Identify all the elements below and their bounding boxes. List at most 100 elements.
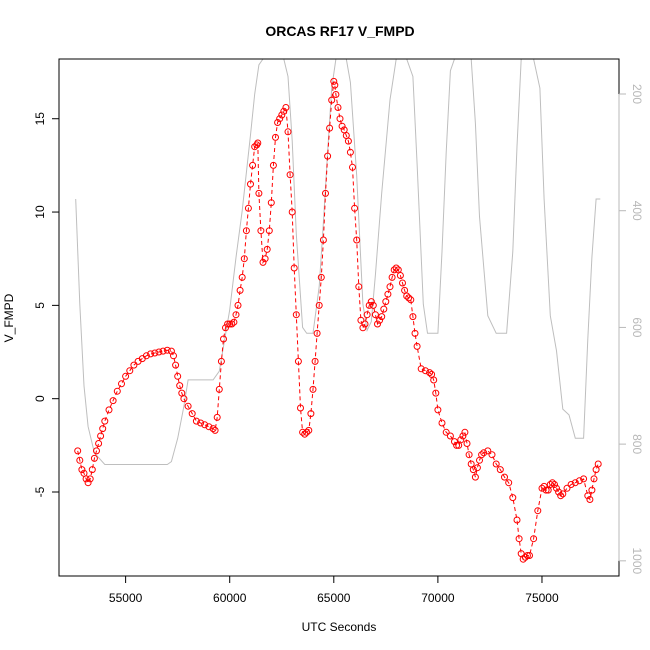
data-point [594,460,602,468]
data-point [159,347,167,355]
right-tick-label: 200 [630,84,644,104]
data-point [331,81,339,89]
data-point [234,301,242,309]
data-point [359,324,367,332]
data-point [540,482,548,490]
data-point [297,404,304,412]
data-point [575,477,583,485]
data-point [365,301,373,309]
y-tick-label: -5 [33,486,47,497]
data-point [230,318,238,326]
data-point [276,115,284,123]
data-point [294,357,302,365]
data-point [523,552,531,559]
data-point [328,96,336,104]
data-point [380,305,388,313]
data-point [338,122,346,130]
data-point [109,397,117,405]
data-point [438,419,446,427]
data-point [309,385,317,393]
data-point [269,161,277,169]
right-tick-label: 600 [630,317,644,337]
data-point [76,456,84,464]
data-point [197,419,205,427]
data-point [392,264,400,272]
data-point [442,428,450,436]
data-point [426,369,434,377]
data-point [513,516,521,524]
y-axis-label: V_FMPD [2,293,16,342]
data-point [396,272,404,279]
data-point [78,466,86,474]
y-axis: -5 0 5 10 15 [33,112,60,497]
data-point [519,555,527,563]
data-point [459,432,467,440]
data-point [238,273,246,281]
data-point [351,204,359,212]
data-point [228,320,236,328]
data-point [465,451,473,459]
data-point [542,486,550,494]
data-point [421,367,429,375]
data-point [176,382,184,390]
data-point [254,139,262,147]
data-point [288,208,296,216]
data-point [113,387,121,395]
data-point [278,111,286,119]
plot-frame [58,58,620,577]
data-point [282,104,290,111]
data-point [469,466,477,474]
data-point [521,553,529,561]
data-point [526,552,533,559]
data-point [378,313,386,321]
data-point [90,454,98,462]
data-point [99,425,107,433]
data-point [319,236,327,244]
data-point [247,180,254,188]
data-point [95,440,103,447]
data-point [242,227,250,235]
data-point [284,128,292,136]
data-point [390,266,398,274]
data-point [322,189,329,197]
right-tick-label: 1000 [630,547,644,574]
data-point [307,410,315,418]
data-point [265,227,273,235]
data-point [344,137,352,145]
data-point [130,361,138,369]
data-point [586,496,594,503]
x-tick-label: 75000 [525,591,559,605]
data-point [376,316,384,324]
primary-series [74,77,602,563]
data-point [101,417,109,425]
data-point [551,481,558,488]
data-point [255,189,263,197]
data-point [274,119,282,126]
data-point [553,484,560,492]
x-axis-label: UTC Seconds [302,620,377,634]
data-point [478,451,486,459]
data-point [290,264,298,272]
data-point [151,349,159,357]
data-point [299,428,307,436]
data-point [209,425,217,433]
data-point [301,430,309,438]
data-point [213,413,221,421]
data-point [384,290,392,298]
data-point [353,236,361,244]
data-point [224,320,232,328]
data-point [361,320,369,328]
data-point [305,426,313,434]
data-point [371,311,379,319]
data-point [170,352,177,360]
data-point [222,324,229,332]
data-point [313,329,321,337]
data-point [588,486,596,494]
data-point [571,479,579,487]
data-point [201,421,209,429]
data-point [334,104,342,111]
data-point [272,133,279,141]
data-point [86,475,94,483]
x-tick-label: 65000 [317,591,351,605]
data-point [434,406,442,414]
